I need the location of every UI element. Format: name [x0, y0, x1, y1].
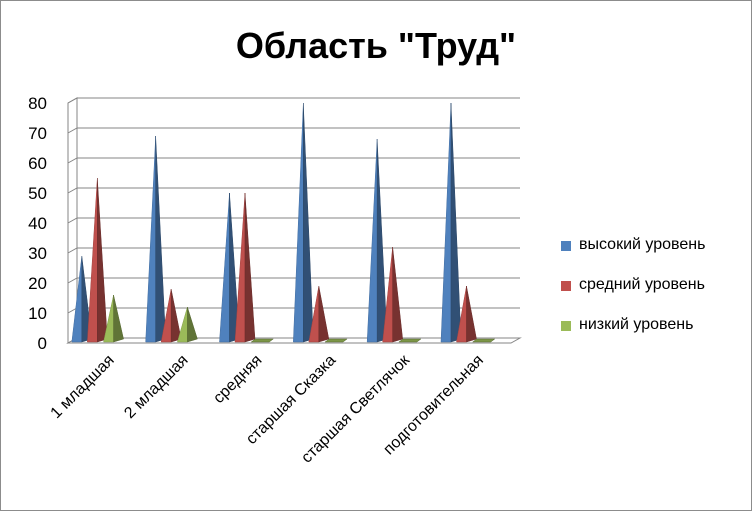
legend-swatch-high: [561, 241, 571, 251]
legend-swatch-medium: [561, 281, 571, 291]
x-tick-label: средняя: [210, 352, 265, 407]
bar-1-4-side: [392, 246, 403, 343]
bar-2-1-front: [177, 306, 188, 343]
y-tick-label: 10: [28, 304, 47, 323]
gridline: [67, 187, 520, 194]
legend-label-low: низкий уровень: [579, 316, 694, 333]
bar-1-2-side: [244, 192, 256, 343]
bar-0-5-front: [440, 102, 452, 343]
bar-0-1-front: [145, 135, 156, 343]
legend-item-low: низкий уровень: [561, 316, 751, 336]
gridline: [67, 157, 520, 164]
bar-2-5-flat: [471, 338, 496, 343]
bar-2-4-flat: [398, 338, 422, 343]
bar-1-2-front: [234, 192, 246, 343]
bar-0-3-front: [293, 102, 304, 343]
gridline: [67, 127, 520, 134]
legend-item-high: высокий уровень: [561, 236, 751, 256]
bar-1-3-side: [318, 285, 330, 343]
gridline: [67, 217, 520, 224]
chart-legend: высокий уровень средний уровень низкий у…: [561, 236, 751, 356]
bar-1-1-side: [170, 288, 182, 343]
bar-1-0-front: [87, 177, 98, 343]
y-tick-label: 20: [28, 274, 47, 293]
y-tick-label: 0: [38, 334, 47, 353]
bar-1-5-side: [466, 285, 477, 343]
legend-label-high: высокий уровень: [579, 236, 706, 253]
gridline: [67, 97, 520, 104]
bar-2-0-side: [113, 294, 124, 343]
y-tick-label: 40: [28, 214, 47, 233]
y-tick-label: 60: [28, 154, 47, 173]
bar-2-2-flat: [250, 338, 274, 343]
bar-0-3-side: [303, 102, 314, 343]
bar-2-1-side: [187, 306, 198, 343]
y-tick-label: 30: [28, 244, 47, 263]
bar-0-5-side: [450, 102, 462, 343]
x-tick-label: 1 младшая: [48, 352, 118, 422]
legend-item-medium: средний уровень: [561, 276, 751, 296]
bar-0-2-side: [229, 192, 240, 343]
bar-0-4-side: [376, 138, 388, 343]
y-tick-label: 50: [28, 184, 47, 203]
y-tick-label: 70: [28, 124, 47, 143]
bar-2-3-flat: [324, 338, 348, 343]
y-tick-label: 80: [28, 94, 47, 113]
x-tick-label: 2 младшая: [121, 352, 191, 422]
bar-1-0-side: [97, 177, 108, 343]
bar-0-1-side: [155, 135, 166, 343]
chart-title: Область "Труд": [236, 25, 516, 66]
bar-0-2-front: [219, 192, 230, 343]
legend-swatch-low: [561, 321, 571, 331]
legend-label-medium: средний уровень: [579, 276, 705, 293]
bar-0-4-front: [366, 138, 378, 343]
